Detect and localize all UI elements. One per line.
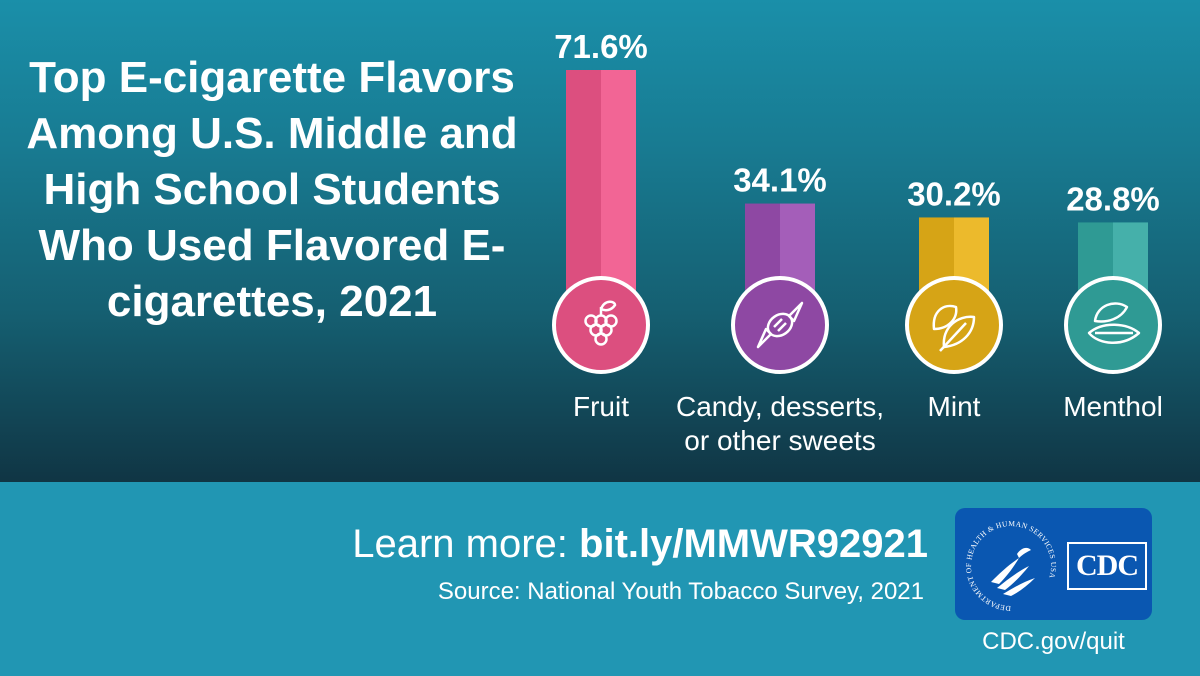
bar-group-3: 30.2% Mint	[905, 175, 1003, 422]
candy-icon	[756, 301, 804, 349]
learn-more: Learn more: bit.ly/MMWR92921	[352, 522, 928, 567]
bar-chart: 71.6% Fruit 34.1% Candy, desserts, or other …	[552, 28, 1163, 456]
category-label-line: Menthol	[1063, 391, 1163, 422]
value-label: 71.6%	[554, 28, 648, 65]
bar-group-4: 28.8% Menthol	[1063, 180, 1163, 422]
value-label: 28.8%	[1066, 180, 1160, 217]
category-label-line: or other sweets	[684, 425, 875, 456]
bar-group-1: 71.6% Fruit	[552, 28, 650, 422]
category-label: Menthol	[1063, 391, 1163, 422]
icon-badge	[731, 276, 829, 374]
hhs-cdc-logo: DEPARTMENT OF HEALTH & HUMAN SERVICES US…	[955, 508, 1152, 620]
category-label: Fruit	[573, 391, 629, 422]
source-note: Source: National Youth Tobacco Survey, 2…	[437, 578, 924, 605]
cdc-logo: CDC	[1067, 542, 1147, 590]
value-label: 30.2%	[907, 175, 1001, 212]
learn-more-link[interactable]: bit.ly/MMWR92921	[579, 522, 928, 566]
icon-badge	[905, 276, 1003, 374]
chart-title: Top E-cigarette Flavors Among U.S. Middl…	[26, 53, 518, 326]
site-link[interactable]: CDC.gov/quit	[982, 628, 1125, 655]
menthol-leaf-icon	[1087, 302, 1141, 344]
category-label: Candy, desserts, or other sweets	[676, 391, 884, 456]
category-label: Mint	[928, 391, 981, 422]
category-label-line: Candy, desserts,	[676, 391, 884, 422]
bar-group-2: 34.1% Candy, desserts, or other sweets	[676, 162, 884, 456]
category-label-line: Mint	[928, 391, 981, 422]
mint-leaves-icon	[932, 304, 976, 352]
grapes-icon	[584, 300, 618, 346]
icon-badge	[552, 276, 650, 374]
hhs-seal-icon: DEPARTMENT OF HEALTH & HUMAN SERVICES US…	[964, 519, 1058, 613]
learn-more-label: Learn more:	[352, 522, 568, 566]
value-label: 34.1%	[733, 162, 827, 199]
category-label-line: Fruit	[573, 391, 629, 422]
